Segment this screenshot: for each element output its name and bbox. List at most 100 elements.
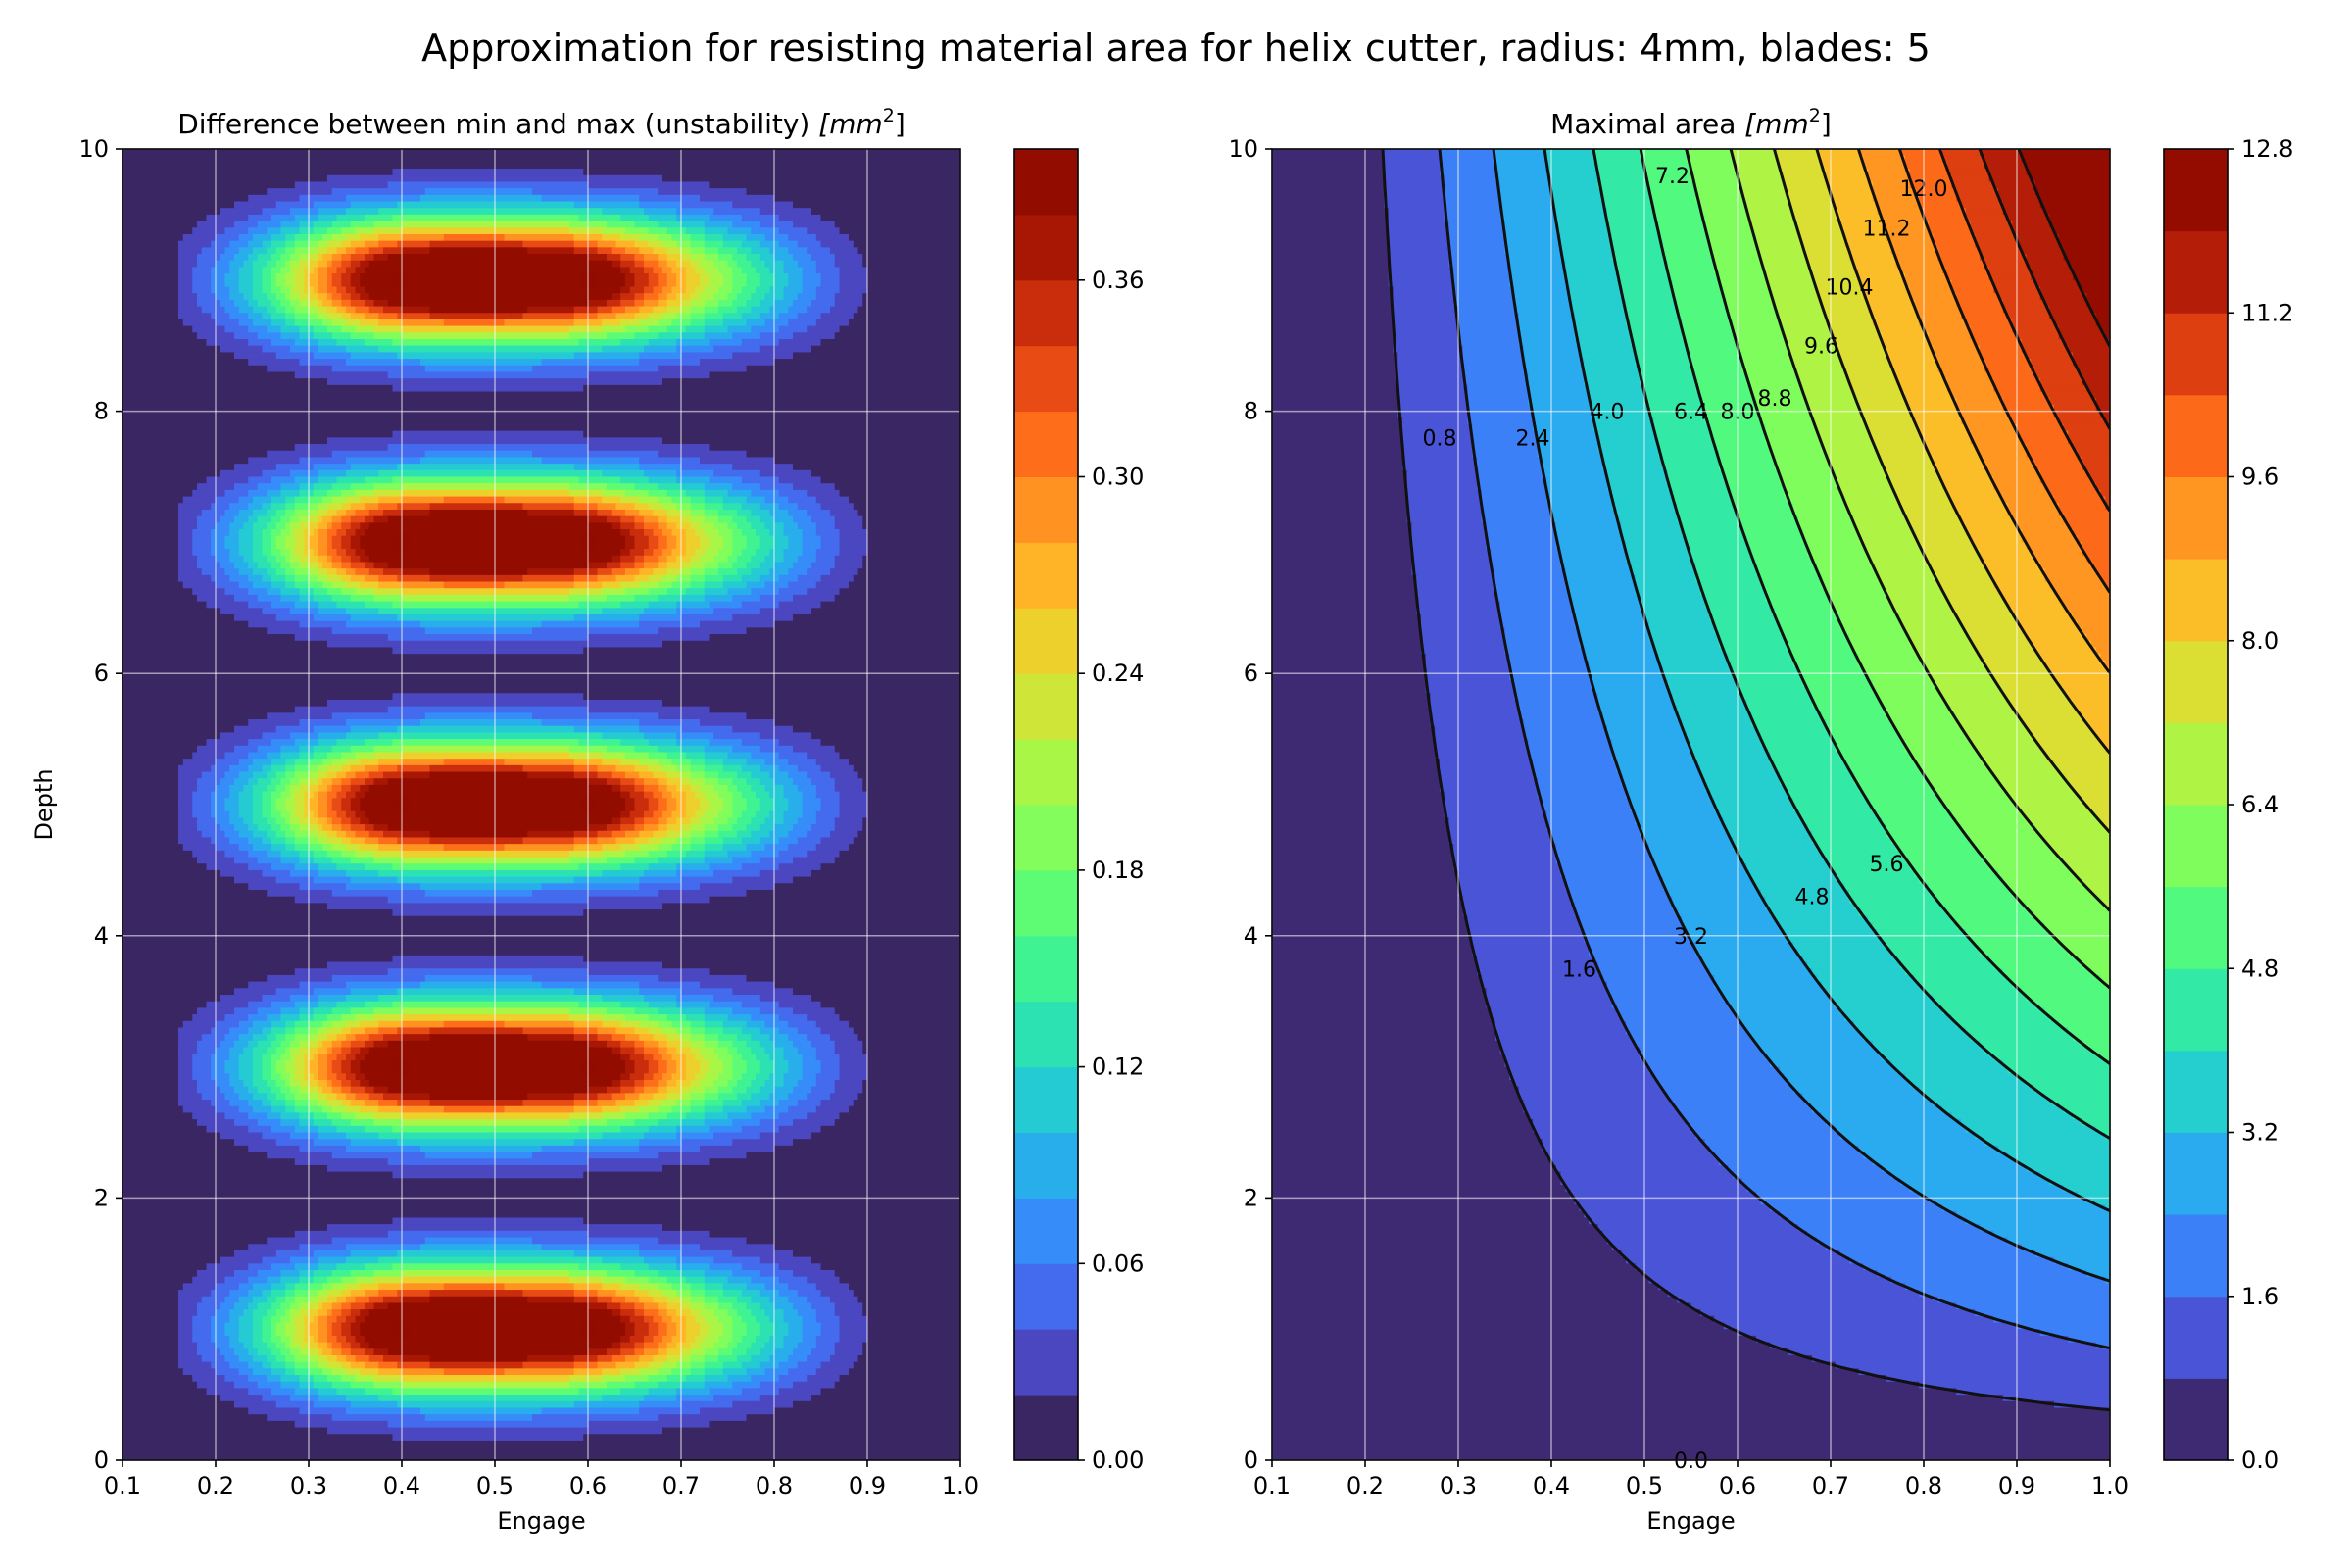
chart-instability: 0.1 0.2 0.3 0.4 0.5 0.6 0.7 0.8 0.9 1.0 Engage 0 2 4 6… <box>30 105 1144 1535</box>
contour-line <box>2017 149 2110 348</box>
contour-label: 6.4 <box>1674 401 1708 425</box>
colorbar-tick-label: 4.8 <box>2241 955 2278 982</box>
x-tick-label: 0.1 <box>104 1472 141 1499</box>
contour-line <box>1978 149 2110 430</box>
colorbar-band <box>2164 1296 2228 1379</box>
colorbar-band <box>2164 394 2228 478</box>
x-tick-label: 0.3 <box>1440 1472 1477 1499</box>
contour-fill <box>122 149 960 1460</box>
y-tick-label: 6 <box>1244 660 1258 687</box>
x-tick-label: 0.8 <box>1905 1472 1942 1499</box>
y-tick-label: 8 <box>94 398 109 425</box>
colorbar-band <box>1014 1132 1078 1199</box>
contour-label: 9.6 <box>1804 335 1838 360</box>
contour-line <box>1685 149 2110 990</box>
colorbar-band <box>2164 886 2228 969</box>
x-tick-label: 0.7 <box>662 1472 700 1499</box>
colorbar-band <box>1014 1263 1078 1330</box>
colorbar-tick-label: 0.36 <box>1092 267 1144 294</box>
chart-maximal-area: 0.0 0.8 1.6 2.4 3.2 4.0 4.8 5.6 6.4 7.2 8.0 8.8 9.6 1… <box>1228 105 2293 1535</box>
colorbar-band <box>1014 1198 1078 1264</box>
colorbar-band <box>1014 739 1078 806</box>
colorbar-tick-label: 0.24 <box>1092 660 1144 687</box>
contour-label: 11.2 <box>1863 217 1911 241</box>
colorbar-band <box>1014 673 1078 740</box>
x-tick-label: 0.4 <box>383 1472 420 1499</box>
colorbar-band <box>2164 559 2228 642</box>
colorbar-band <box>2164 640 2228 723</box>
colorbar-band <box>1014 1395 1078 1461</box>
figure-title: Approximation for resisting material are… <box>421 26 1931 70</box>
colorbar-band <box>1014 149 1078 216</box>
colorbar-band <box>2164 722 2228 806</box>
colorbar-band <box>1014 542 1078 609</box>
contour-line <box>1543 149 2110 1212</box>
colorbar-band <box>2164 230 2228 314</box>
colorbar-band <box>2164 1132 2228 1215</box>
colorbar-band <box>1014 476 1078 543</box>
colorbar-tick-label: 0.0 <box>2241 1446 2278 1474</box>
contour-label: 10.4 <box>1826 275 1874 300</box>
contour-labels: 0.00.81.62.43.24.04.85.66.47.28.08.89.61… <box>1423 165 1948 1474</box>
colorbar-band <box>1014 411 1078 477</box>
colorbar-band <box>2164 1050 2228 1134</box>
y-tick-label: 4 <box>1244 922 1258 950</box>
colorbar-band <box>1014 279 1078 347</box>
colorbar: 0.00 0.06 0.12 0.18 0.24 0.30 0.36 <box>1013 148 1144 1474</box>
x-tick-label: 0.6 <box>569 1472 607 1499</box>
contour-label: 7.2 <box>1655 165 1690 189</box>
contour-label: 0.8 <box>1423 426 1457 451</box>
y-tick-label: 10 <box>1228 135 1258 163</box>
x-tick-label: 1.0 <box>2091 1472 2129 1499</box>
colorbar-band <box>1014 345 1078 413</box>
colorbar-tick-label: 6.4 <box>2241 791 2278 818</box>
colorbar-band <box>1014 1001 1078 1068</box>
contour-line <box>1937 149 2110 513</box>
x-tick-label: 0.2 <box>1347 1472 1384 1499</box>
colorbar-tick-label: 8.0 <box>2241 627 2278 655</box>
x-axis-label: Engage <box>497 1507 585 1535</box>
x-tick-label: 1.0 <box>942 1472 979 1499</box>
x-axis: 0.1 0.2 0.3 0.4 0.5 0.6 0.7 0.8 0.9 1.0 <box>1253 1460 2129 1499</box>
y-tick-label: 2 <box>94 1184 109 1211</box>
colorbar-band <box>2164 313 2228 396</box>
colorbar-band <box>1014 608 1078 674</box>
y-tick-label: 6 <box>94 660 109 687</box>
plot-frame <box>122 148 961 1461</box>
x-tick-label: 0.5 <box>1626 1472 1663 1499</box>
colorbar-band <box>1014 1329 1078 1396</box>
contour-line <box>1729 149 2110 912</box>
y-tick-label: 4 <box>94 922 109 950</box>
contour-line <box>1815 149 2110 755</box>
chart-title: Difference between min and max (unstabil… <box>177 105 906 140</box>
y-tick-label: 2 <box>1244 1184 1258 1211</box>
chart-title: Maximal area [mm2] <box>1550 105 1832 140</box>
colorbar-band <box>2164 805 2228 888</box>
contour-label: 2.4 <box>1516 426 1550 451</box>
contour-label: 4.8 <box>1795 886 1830 910</box>
x-tick-label: 0.7 <box>1812 1472 1849 1499</box>
colorbar-band <box>1014 1066 1078 1133</box>
y-tick-label: 0 <box>1244 1446 1258 1474</box>
y-tick-label: 0 <box>94 1446 109 1474</box>
contour-label: 4.0 <box>1591 401 1625 425</box>
colorbar-band <box>1014 805 1078 871</box>
x-tick-label: 0.1 <box>1253 1472 1291 1499</box>
colorbar-band <box>2164 1214 2228 1298</box>
contour-line <box>1381 149 2110 1412</box>
y-axis-label: Depth <box>30 768 58 840</box>
x-tick-label: 0.3 <box>290 1472 327 1499</box>
colorbar-tick-label: 0.18 <box>1092 857 1144 884</box>
contour-line <box>1592 149 2110 1140</box>
contour-line <box>1897 149 2110 594</box>
colorbar-band <box>2164 968 2228 1052</box>
x-tick-label: 0.8 <box>756 1472 793 1499</box>
colorbar-tick-label: 3.2 <box>2241 1119 2278 1147</box>
colorbar-tick-label: 9.6 <box>2241 464 2278 491</box>
contour-label: 5.6 <box>1870 853 1904 877</box>
x-tick-label: 0.4 <box>1533 1472 1570 1499</box>
x-tick-label: 0.2 <box>197 1472 234 1499</box>
colorbar-tick-label: 12.8 <box>2241 135 2293 163</box>
colorbar-band <box>1014 869 1078 937</box>
